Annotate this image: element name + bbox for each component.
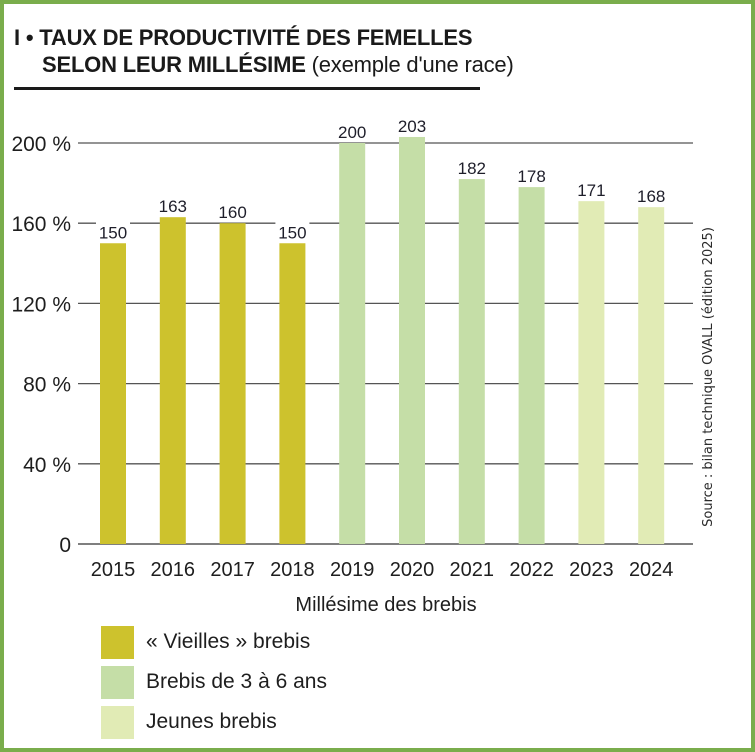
bar-2019 [339,143,366,544]
bar-2023 [578,201,605,544]
y-tick-label: 80 % [23,374,71,397]
y-tick-label: 200 % [11,133,71,156]
value-label-2021: 182 [458,159,486,178]
value-label-bg [395,114,429,135]
x-tick-label-2017: 2017 [210,559,255,581]
x-tick-label-2018: 2018 [270,559,315,581]
legend-swatch-mid [101,665,134,699]
bar-2020 [399,136,425,545]
title-divider [14,87,480,90]
bar-2024 [638,207,665,544]
legend: « Vieilles » brebis Brebis de 3 à 6 ans … [101,622,327,742]
x-tick-label-2023: 2023 [569,559,614,581]
x-tick-label-2016: 2016 [151,559,196,581]
value-label-2018: 150 [278,223,306,242]
value-label-bg [96,221,130,242]
y-tick-label: 0 [59,534,71,557]
y-tick-label: 40 % [23,454,71,477]
value-label-bg [155,195,190,216]
value-label-bg [335,121,370,141]
bar-2016 [159,217,186,544]
figure-number: I [14,25,20,50]
value-label-bg [514,165,549,186]
x-tick-label-2020: 2020 [390,559,435,581]
source-note: Source : bilan technique OVALL (édition … [701,227,716,527]
value-label-2016: 163 [159,197,187,216]
legend-label-young: Jeunes brebis [146,710,277,733]
value-label-2020: 203 [398,117,426,136]
value-label-2023: 171 [577,181,605,200]
value-label-2015: 150 [99,223,127,242]
legend-item-old: « Vieilles » brebis [101,622,327,662]
x-tick-label-2022: 2022 [509,559,554,581]
title-bullet: • [25,25,34,50]
bar-2017 [219,223,246,544]
legend-swatch-old [101,625,134,659]
value-label-bg [215,201,250,222]
bar-2021 [458,179,485,544]
y-tick-label: 120 % [11,293,71,316]
value-label-bg [275,221,310,242]
x-axis-title: Millésime des brebis [295,594,476,616]
legend-label-old: « Vieilles » brebis [146,630,311,653]
value-label-2017: 160 [218,203,246,222]
chart-title: I • TAUX DE PRODUCTIVITÉ DES FEMELLES SE… [14,24,514,78]
x-tick-label-2015: 2015 [91,559,136,581]
value-label-bg [454,157,489,178]
legend-swatch-young [101,705,134,739]
title-line-1: TAUX DE PRODUCTIVITÉ DES FEMELLES [39,25,473,50]
value-label-2019: 200 [338,123,366,142]
value-label-bg [634,185,669,206]
bar-2022 [518,187,545,545]
bar-2018 [279,243,306,544]
legend-item-young: Jeunes brebis [101,702,327,742]
y-tick-label: 160 % [11,213,71,236]
title-line-2: SELON LEUR MILLÉSIME [42,52,306,77]
value-label-2024: 168 [637,187,665,206]
x-tick-label-2024: 2024 [629,559,674,581]
bar-2015 [100,243,126,544]
x-tick-label-2019: 2019 [330,559,375,581]
value-label-bg [574,179,609,200]
legend-item-mid: Brebis de 3 à 6 ans [101,662,327,702]
legend-label-mid: Brebis de 3 à 6 ans [146,670,327,693]
x-tick-label-2021: 2021 [450,559,495,581]
value-label-2022: 178 [517,167,545,186]
title-subtitle: (exemple d'une race) [311,52,514,77]
